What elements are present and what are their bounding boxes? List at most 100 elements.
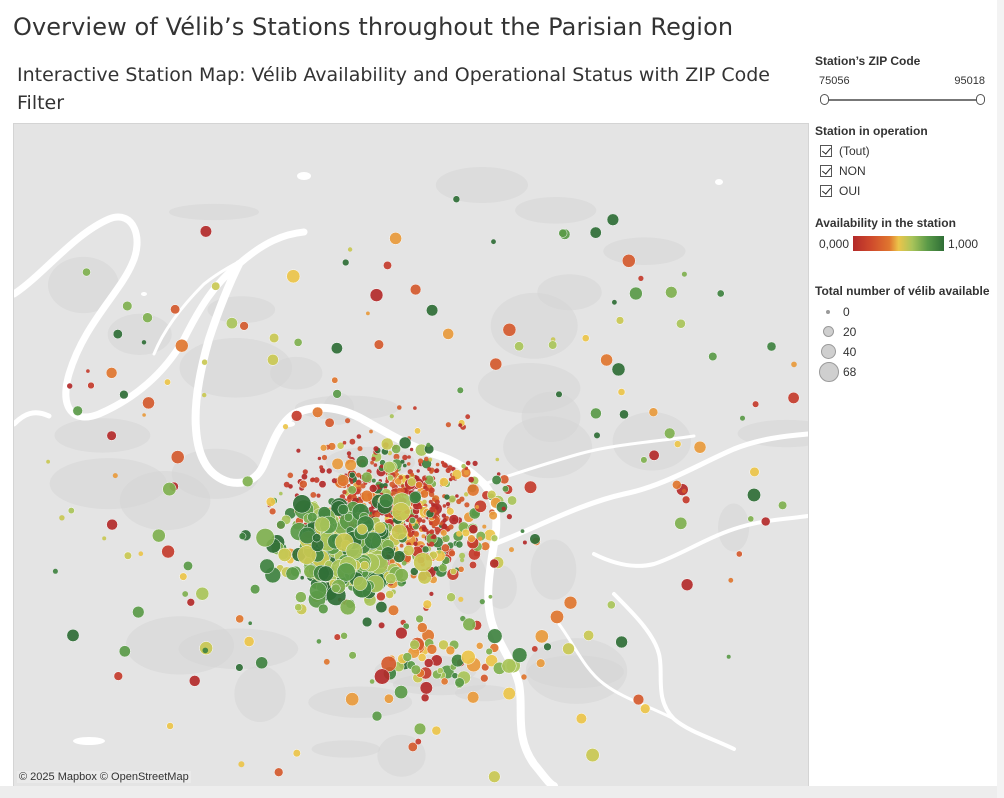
station-marker[interactable] (202, 392, 207, 398)
station-marker[interactable] (250, 584, 261, 595)
station-marker[interactable] (346, 451, 352, 456)
station-marker[interactable] (466, 691, 480, 704)
station-marker[interactable] (400, 459, 405, 464)
station-marker[interactable] (201, 358, 208, 366)
station-marker[interactable] (299, 479, 308, 489)
station-marker[interactable] (448, 514, 460, 525)
station-marker[interactable] (331, 457, 344, 470)
station-marker[interactable] (410, 472, 415, 477)
station-marker[interactable] (752, 400, 760, 408)
station-marker[interactable] (352, 576, 368, 591)
station-marker[interactable] (589, 226, 602, 239)
station-marker[interactable] (259, 558, 275, 574)
station-marker[interactable] (648, 407, 659, 417)
station-marker[interactable] (360, 560, 370, 571)
station-marker[interactable] (681, 488, 687, 494)
station-marker[interactable] (364, 531, 382, 550)
station-marker[interactable] (403, 463, 407, 468)
station-marker[interactable] (408, 491, 422, 504)
station-marker[interactable] (426, 442, 431, 448)
station-marker[interactable] (413, 541, 418, 546)
station-marker[interactable] (369, 429, 373, 434)
station-marker[interactable] (681, 271, 687, 277)
station-marker[interactable] (295, 591, 307, 603)
station-marker[interactable] (468, 476, 475, 483)
station-marker[interactable] (300, 575, 305, 580)
station-marker[interactable] (67, 383, 73, 389)
station-marker[interactable] (434, 526, 441, 533)
station-marker[interactable] (409, 283, 422, 296)
station-marker[interactable] (543, 642, 552, 651)
station-marker[interactable] (360, 483, 366, 489)
station-marker[interactable] (531, 646, 538, 652)
station-marker[interactable] (629, 286, 643, 301)
station-marker[interactable] (287, 472, 294, 479)
station-marker[interactable] (600, 353, 613, 367)
station-marker[interactable] (112, 473, 118, 479)
station-marker[interactable] (461, 463, 466, 469)
station-marker[interactable] (179, 572, 188, 581)
station-marker[interactable] (164, 378, 171, 386)
station-marker[interactable] (142, 312, 153, 323)
station-marker[interactable] (429, 541, 435, 547)
station-marker[interactable] (340, 632, 348, 640)
station-marker[interactable] (277, 547, 292, 562)
station-marker[interactable] (112, 329, 123, 340)
station-marker[interactable] (423, 658, 434, 668)
station-marker[interactable] (225, 317, 238, 330)
station-marker[interactable] (67, 507, 75, 515)
station-marker[interactable] (458, 596, 464, 602)
station-marker[interactable] (170, 304, 181, 315)
station-marker[interactable] (317, 565, 334, 582)
station-marker[interactable] (323, 658, 330, 665)
station-marker[interactable] (330, 342, 343, 355)
station-marker[interactable] (640, 703, 651, 714)
station-marker[interactable] (337, 503, 349, 516)
station-marker[interactable] (439, 477, 449, 487)
station-marker[interactable] (615, 635, 628, 649)
station-marker[interactable] (403, 544, 415, 557)
station-marker[interactable] (457, 565, 465, 573)
station-marker[interactable] (511, 647, 528, 663)
station-marker[interactable] (468, 524, 479, 535)
station-marker[interactable] (371, 456, 376, 462)
station-marker[interactable] (368, 484, 378, 493)
station-marker[interactable] (674, 516, 688, 530)
station-marker[interactable] (418, 505, 423, 510)
station-marker[interactable] (448, 494, 457, 503)
station-marker[interactable] (407, 477, 417, 487)
station-marker[interactable] (488, 594, 493, 599)
station-marker[interactable] (438, 639, 449, 651)
station-marker[interactable] (356, 472, 361, 478)
station-marker[interactable] (248, 621, 252, 625)
station-marker[interactable] (269, 332, 280, 344)
station-marker[interactable] (296, 448, 301, 453)
station-marker[interactable] (373, 521, 386, 534)
station-marker[interactable] (414, 738, 422, 746)
station-marker[interactable] (485, 654, 498, 668)
station-marker[interactable] (255, 528, 275, 548)
station-marker[interactable] (487, 628, 503, 644)
station-marker[interactable] (391, 502, 411, 522)
station-marker[interactable] (374, 668, 391, 685)
station-marker[interactable] (428, 491, 435, 498)
station-marker[interactable] (291, 410, 303, 422)
station-marker[interactable] (472, 460, 478, 466)
station-marker[interactable] (448, 549, 456, 558)
station-marker[interactable] (312, 406, 324, 418)
station-marker[interactable] (357, 446, 363, 452)
checkbox-tout[interactable] (820, 145, 832, 157)
station-marker[interactable] (619, 409, 629, 420)
station-marker[interactable] (369, 679, 375, 684)
station-marker[interactable] (406, 462, 411, 466)
station-marker[interactable] (355, 455, 369, 469)
station-marker[interactable] (342, 440, 347, 445)
station-marker[interactable] (434, 469, 439, 473)
station-marker[interactable] (452, 195, 461, 203)
station-marker[interactable] (441, 462, 448, 468)
station-marker[interactable] (672, 480, 682, 490)
station-marker[interactable] (575, 713, 587, 725)
station-marker[interactable] (347, 247, 353, 252)
station-marker[interactable] (161, 544, 175, 559)
station-marker[interactable] (446, 507, 455, 516)
